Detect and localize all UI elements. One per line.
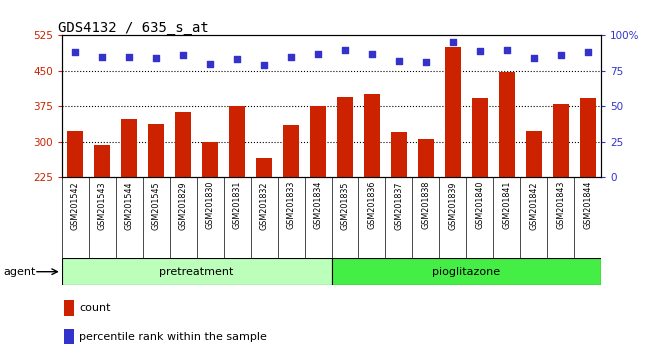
Bar [256, 158, 272, 177]
Text: GSM201840: GSM201840 [475, 181, 484, 229]
Text: GSM201839: GSM201839 [448, 181, 458, 230]
Point [556, 52, 566, 58]
Text: GSM201834: GSM201834 [313, 181, 322, 229]
Bar [121, 119, 137, 177]
Text: GSM201832: GSM201832 [259, 181, 268, 230]
Bar [580, 98, 596, 177]
Point [259, 62, 269, 68]
Bar [64, 300, 74, 316]
Bar [332, 258, 601, 285]
Text: count: count [79, 303, 110, 313]
Point [582, 50, 593, 55]
Point [232, 57, 242, 62]
Bar [445, 47, 461, 177]
Text: GSM201843: GSM201843 [556, 181, 566, 229]
Bar [283, 125, 299, 177]
Text: GSM201831: GSM201831 [233, 181, 242, 229]
Point [448, 40, 458, 45]
Text: GSM201837: GSM201837 [395, 181, 404, 230]
Point [313, 51, 323, 57]
Bar [62, 258, 332, 285]
Bar [337, 97, 353, 177]
Bar [175, 112, 191, 177]
Text: GSM201829: GSM201829 [179, 181, 188, 230]
Bar [364, 95, 380, 177]
Text: GSM201835: GSM201835 [341, 181, 350, 230]
Text: GSM201545: GSM201545 [151, 181, 161, 230]
Point [286, 54, 296, 59]
Text: GSM201830: GSM201830 [205, 181, 214, 229]
Bar [202, 142, 218, 177]
Bar [94, 145, 111, 177]
Text: GSM201836: GSM201836 [367, 181, 376, 229]
Text: GSM201542: GSM201542 [71, 181, 80, 230]
Bar [310, 106, 326, 177]
Point [124, 54, 135, 59]
Text: GSM201842: GSM201842 [529, 181, 538, 230]
Text: pretreatment: pretreatment [159, 267, 234, 277]
Text: GSM201841: GSM201841 [502, 181, 512, 229]
Text: GSM201544: GSM201544 [125, 181, 134, 230]
Text: GDS4132 / 635_s_at: GDS4132 / 635_s_at [58, 21, 209, 35]
Text: GSM201844: GSM201844 [583, 181, 592, 229]
Text: GSM201833: GSM201833 [287, 181, 296, 229]
Point [474, 48, 485, 54]
Text: GSM201838: GSM201838 [421, 181, 430, 229]
Bar [229, 106, 245, 177]
Point [70, 50, 81, 55]
Text: agent: agent [3, 267, 36, 277]
Point [205, 61, 215, 67]
Bar [64, 329, 74, 344]
Point [97, 54, 107, 59]
Bar [418, 139, 434, 177]
Point [340, 47, 350, 52]
Point [421, 59, 431, 65]
Bar [391, 132, 407, 177]
Point [367, 51, 377, 57]
Bar [526, 131, 542, 177]
Text: GSM201543: GSM201543 [98, 181, 107, 230]
Point [394, 58, 404, 64]
Bar [552, 104, 569, 177]
Bar [148, 124, 164, 177]
Bar [499, 72, 515, 177]
Text: pioglitazone: pioglitazone [432, 267, 500, 277]
Point [502, 47, 512, 52]
Bar [67, 131, 83, 177]
Bar [472, 98, 488, 177]
Point [528, 55, 539, 61]
Point [178, 52, 188, 58]
Point [151, 55, 161, 61]
Text: percentile rank within the sample: percentile rank within the sample [79, 332, 267, 342]
